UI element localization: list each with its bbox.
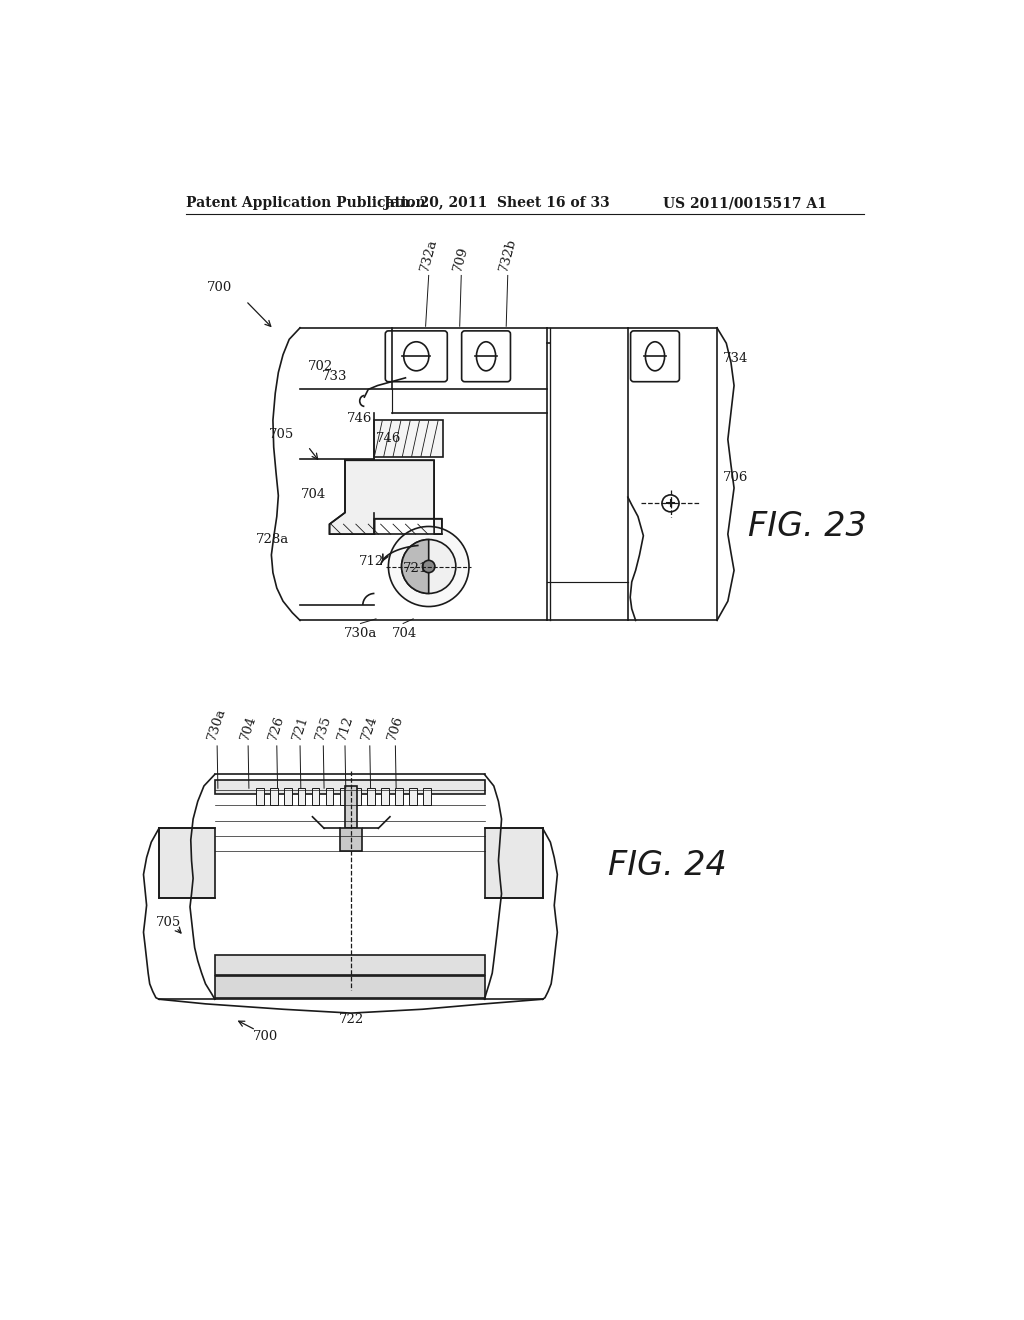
Text: 733: 733 — [322, 370, 347, 383]
Bar — [298, 788, 305, 805]
Bar — [345, 785, 357, 829]
Bar — [256, 788, 263, 805]
Text: 726: 726 — [266, 714, 287, 742]
Circle shape — [401, 540, 456, 594]
Bar — [375, 420, 442, 457]
Bar — [395, 788, 403, 805]
Text: 724: 724 — [359, 714, 380, 742]
Bar — [326, 788, 334, 805]
Text: 702: 702 — [308, 360, 333, 372]
Bar — [215, 780, 484, 793]
Circle shape — [388, 527, 469, 607]
Polygon shape — [330, 461, 442, 535]
Circle shape — [423, 560, 435, 573]
Text: 730a: 730a — [206, 706, 228, 742]
Text: 700: 700 — [207, 281, 232, 294]
Text: US 2011/0015517 A1: US 2011/0015517 A1 — [663, 197, 826, 210]
Text: 709: 709 — [452, 244, 471, 272]
Text: 721: 721 — [290, 714, 310, 742]
Text: 746: 746 — [347, 412, 372, 425]
Bar — [340, 829, 362, 851]
Text: Jan. 20, 2011  Sheet 16 of 33: Jan. 20, 2011 Sheet 16 of 33 — [384, 197, 609, 210]
Text: 704: 704 — [300, 487, 326, 500]
Text: 705: 705 — [156, 916, 181, 929]
Text: 721: 721 — [403, 561, 428, 574]
Text: 706: 706 — [723, 471, 749, 484]
Text: 722: 722 — [339, 1012, 364, 1026]
Text: 700: 700 — [253, 1030, 279, 1043]
Bar — [484, 829, 543, 898]
Text: 732b: 732b — [497, 236, 518, 272]
Text: 728a: 728a — [256, 533, 289, 546]
Wedge shape — [401, 540, 429, 594]
Text: Patent Application Publication: Patent Application Publication — [186, 197, 426, 210]
Bar — [215, 956, 484, 974]
Text: 704: 704 — [238, 714, 258, 742]
Bar — [353, 788, 361, 805]
Text: 746: 746 — [376, 432, 401, 445]
Bar — [423, 788, 431, 805]
Text: FIG. 24: FIG. 24 — [608, 849, 727, 882]
Text: 732a: 732a — [418, 236, 439, 272]
Bar — [311, 788, 319, 805]
Text: 705: 705 — [269, 428, 295, 441]
Bar — [270, 788, 278, 805]
Bar — [340, 788, 347, 805]
Text: 735: 735 — [313, 714, 334, 742]
Text: 712: 712 — [335, 714, 355, 742]
Text: 706: 706 — [385, 714, 406, 742]
Text: 734: 734 — [723, 352, 749, 366]
Text: 712: 712 — [358, 556, 384, 569]
Bar — [368, 788, 375, 805]
Bar — [284, 788, 292, 805]
Text: FIG. 23: FIG. 23 — [748, 510, 866, 543]
Text: 730a: 730a — [343, 627, 377, 640]
Bar — [159, 829, 215, 898]
Bar — [381, 788, 389, 805]
Bar — [215, 977, 484, 998]
Text: 704: 704 — [391, 627, 417, 640]
Bar — [410, 788, 417, 805]
